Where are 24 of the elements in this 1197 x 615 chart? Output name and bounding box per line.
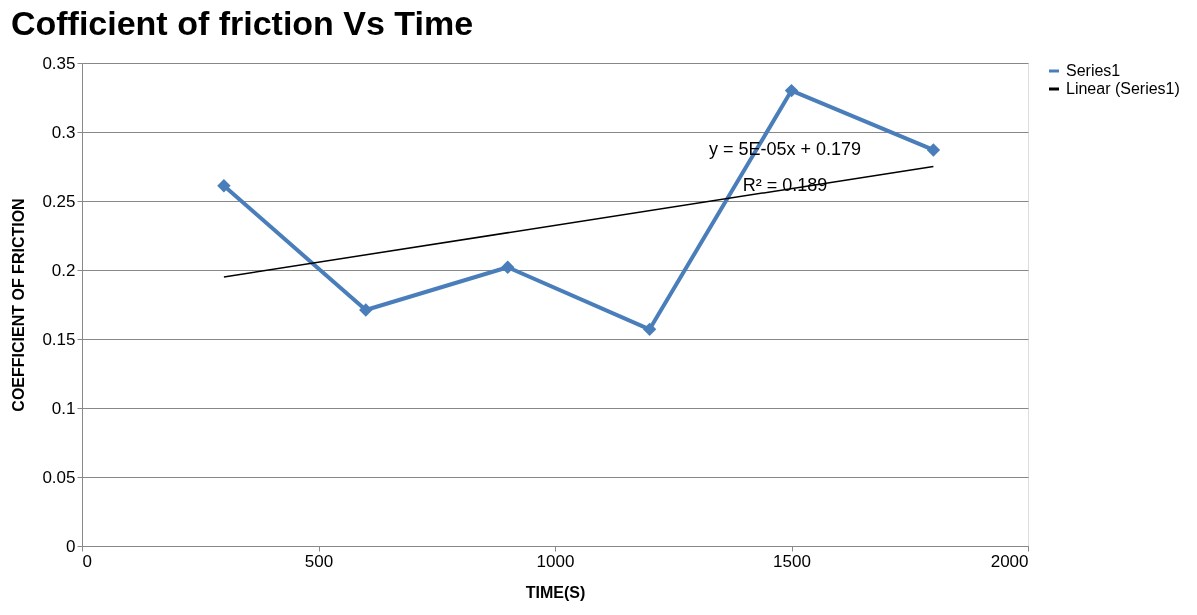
point bbox=[217, 179, 231, 193]
point bbox=[500, 260, 515, 274]
y-axis-title: COEFFICIENT OF FRICTION bbox=[10, 198, 28, 412]
x-axis-title: TIME(S) bbox=[525, 583, 586, 601]
point bbox=[359, 303, 373, 317]
x-tick-label: 500 bbox=[304, 551, 334, 571]
y-tick-label: 0.2 bbox=[51, 260, 76, 280]
y-tick-label: 0.1 bbox=[51, 398, 76, 418]
point bbox=[784, 83, 799, 98]
x-tick-label: 1000 bbox=[536, 551, 575, 571]
x-tick-label: 1500 bbox=[773, 551, 811, 571]
y-tick-label: 0.3 bbox=[51, 122, 76, 142]
y-tick-label: 0.35 bbox=[42, 53, 76, 73]
point bbox=[926, 143, 941, 157]
legend-label: Series1 bbox=[1066, 62, 1121, 79]
x-tick-label: 0 bbox=[82, 551, 92, 571]
point bbox=[642, 322, 657, 337]
y-tick-label: 0.05 bbox=[42, 467, 76, 487]
chart-title: Cofficient of friction Vs Time bbox=[10, 4, 474, 42]
y-tick-label: 0 bbox=[66, 536, 76, 556]
y-tick-label: 0.25 bbox=[42, 191, 76, 211]
x-tick-label: 2000 bbox=[990, 551, 1029, 571]
legend-label: Linear (Series1) bbox=[1066, 80, 1180, 97]
y-tick-label: 0.15 bbox=[42, 329, 76, 349]
